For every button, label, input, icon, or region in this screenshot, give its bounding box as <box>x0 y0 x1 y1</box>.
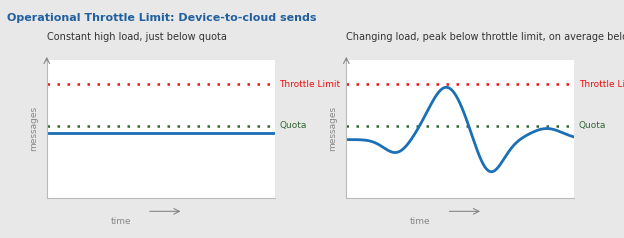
Text: Quota: Quota <box>578 121 606 130</box>
Text: Changing load, peak below throttle limit, on average below quota: Changing load, peak below throttle limit… <box>346 32 624 42</box>
Text: messages: messages <box>29 106 37 151</box>
Text: time: time <box>410 217 431 226</box>
Text: Constant high load, just below quota: Constant high load, just below quota <box>47 32 227 42</box>
Text: time: time <box>110 217 131 226</box>
Text: messages: messages <box>328 106 337 151</box>
Text: Throttle Limit: Throttle Limit <box>279 80 340 89</box>
Text: Throttle Limit: Throttle Limit <box>578 80 624 89</box>
Text: Operational Throttle Limit: Device-to-cloud sends: Operational Throttle Limit: Device-to-cl… <box>7 13 317 23</box>
Text: Quota: Quota <box>279 121 306 130</box>
